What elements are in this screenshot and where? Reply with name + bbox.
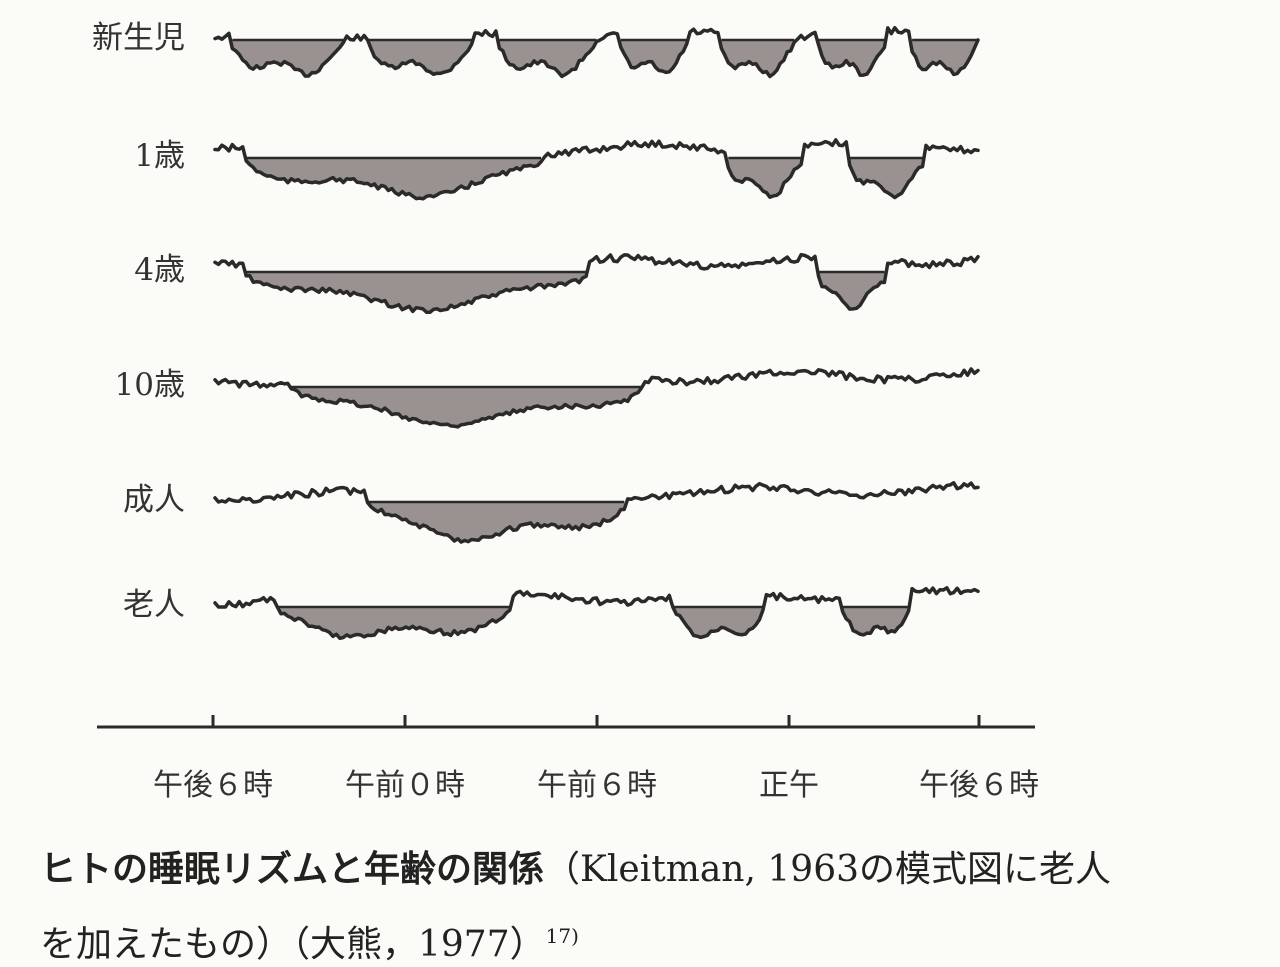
sleep-trace-row	[213, 367, 980, 429]
sleep-trace-row	[213, 252, 980, 315]
activity-trace	[213, 586, 980, 641]
sleep-period	[232, 40, 344, 77]
row-label: 老人	[123, 587, 185, 623]
activity-trace	[213, 367, 980, 429]
row-label: 10歳	[114, 367, 185, 403]
row-label: 成人	[123, 482, 185, 518]
time-tick-label: 午前０時	[345, 768, 465, 803]
time-tick-label: 正午	[759, 768, 819, 803]
sleep-period	[818, 272, 885, 310]
activity-trace	[213, 252, 980, 315]
sleep-trace-row	[213, 481, 980, 544]
sleep-period	[842, 607, 909, 635]
time-axis	[97, 715, 1035, 729]
row-label: 4歳	[134, 252, 185, 288]
caption-line-1: ヒトの睡眠リズムと年齢の関係（Kleitman, 1963の模式図に老人	[40, 848, 1260, 892]
caption-citation: （Kleitman, 1963の模式図に老人	[544, 849, 1111, 890]
time-tick-label: 午前６時	[537, 768, 657, 803]
sleep-period	[721, 40, 795, 77]
row-label: 新生児	[92, 20, 185, 56]
sleep-period	[818, 40, 885, 76]
sleep-period	[728, 158, 802, 198]
activity-trace	[213, 138, 980, 201]
sleep-trace-row	[213, 586, 980, 641]
sleep-period	[246, 158, 541, 199]
caption-reference-number: 17)	[545, 924, 579, 948]
sleep-trace-row	[213, 138, 980, 201]
sleep-period	[246, 272, 587, 313]
sleep-period	[367, 502, 625, 543]
time-tick-label: 午後６時	[919, 768, 1039, 803]
sleep-period	[620, 40, 687, 73]
sleep-period	[291, 387, 642, 427]
row-label: 1歳	[134, 138, 185, 174]
activity-trace	[213, 481, 980, 544]
sleep-period	[672, 607, 763, 638]
sleep-trace-row	[213, 25, 980, 79]
time-tick-label: 午後６時	[153, 768, 273, 803]
caption-line-2: を加えたもの）（大熊，1977）17)	[40, 914, 1260, 967]
activity-trace	[213, 25, 980, 79]
sleep-period	[367, 40, 472, 75]
caption-continuation: を加えたもの）（大熊，1977）	[40, 924, 546, 965]
sleep-period	[277, 607, 510, 639]
caption-title: ヒトの睡眠リズムと年齢の関係	[40, 849, 545, 890]
